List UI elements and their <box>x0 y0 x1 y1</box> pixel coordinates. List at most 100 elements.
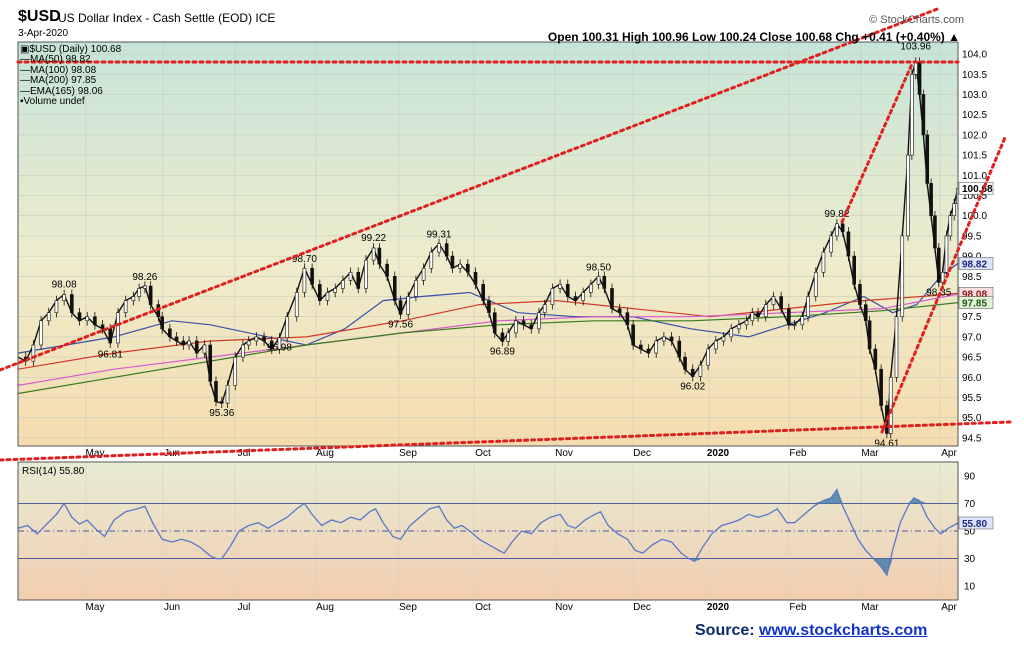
price-candle <box>800 316 805 326</box>
price-candle <box>481 284 485 301</box>
price-candle <box>677 340 682 358</box>
price-y-tick-label: 102.0 <box>962 130 987 141</box>
price-candle <box>779 296 783 309</box>
price-y-tick-label: 94.5 <box>962 433 982 444</box>
price-candle <box>262 336 266 342</box>
price-value-label: 98.70 <box>292 254 317 265</box>
price-candle <box>821 251 826 273</box>
price-candle <box>317 284 322 301</box>
price-value-label: 99.31 <box>426 230 451 241</box>
trendlines <box>0 6 1012 462</box>
price-candle <box>906 154 910 237</box>
price-candle <box>325 292 330 301</box>
price-x-tick-label: 2020 <box>707 448 730 459</box>
rsi-x-tick-label: Mar <box>861 602 879 613</box>
price-candle <box>77 312 82 322</box>
price-candle <box>683 356 687 370</box>
price-x-tick-label: Jul <box>238 448 251 459</box>
price-candle <box>750 312 755 322</box>
price-candle <box>581 292 585 301</box>
price-panel-background <box>18 42 958 446</box>
price-value-label: 96.89 <box>490 346 515 357</box>
price-candle <box>421 267 426 281</box>
price-candle <box>148 285 153 305</box>
price-candle <box>792 324 797 327</box>
price-candle <box>913 61 918 75</box>
price-candle <box>956 187 958 204</box>
rsi-y-axis: 10 30 50 70 90 <box>964 471 976 592</box>
price-candle <box>858 284 862 305</box>
price-candle <box>744 320 749 326</box>
price-candle <box>54 300 59 313</box>
price-y-tick-label: 96.5 <box>962 353 982 364</box>
price-candle <box>506 332 510 342</box>
price-candle <box>398 300 403 315</box>
rsi-x-tick-label: May <box>86 602 105 613</box>
price-candle <box>806 296 810 318</box>
price-candle <box>646 348 651 354</box>
price-candle <box>70 294 74 313</box>
price-candle <box>514 320 518 334</box>
price-candle <box>123 300 128 313</box>
rsi-y-tick-label: 70 <box>964 499 976 510</box>
price-candle <box>894 316 899 378</box>
price-candle <box>617 308 622 313</box>
axis-tag-label: 98.82 <box>962 259 987 270</box>
price-candle <box>254 336 259 342</box>
legend-item-price: ▣$USD (Daily) 100.68 <box>20 44 122 55</box>
price-candle <box>143 285 147 289</box>
price-y-tick-label: 101.5 <box>962 151 987 162</box>
price-candle <box>348 271 353 281</box>
price-y-tick-label: 102.5 <box>962 110 987 121</box>
price-y-tick-label: 103.0 <box>962 90 987 101</box>
price-y-tick-label: 103.5 <box>962 70 987 81</box>
price-x-tick-label: Apr <box>941 448 957 459</box>
price-candle <box>450 255 455 269</box>
price-candle <box>589 284 593 293</box>
price-candle <box>487 300 491 313</box>
price-candle <box>194 340 199 354</box>
price-candle <box>698 364 703 377</box>
price-y-tick-label: 97.5 <box>962 312 982 323</box>
price-candle <box>168 328 172 338</box>
price-candle <box>392 276 397 301</box>
price-candle <box>662 336 666 342</box>
price-value-label: 99.22 <box>361 233 386 244</box>
rsi-x-tick-label: Jul <box>238 602 251 613</box>
price-candle <box>241 344 245 358</box>
rsi-x-tick-label: Apr <box>941 602 957 613</box>
price-candle <box>917 61 922 95</box>
price-candle <box>852 255 856 285</box>
axis-tag-label: 100.68 <box>962 184 993 195</box>
price-candle <box>131 296 136 301</box>
price-candle <box>867 320 872 350</box>
price-candle <box>879 368 883 406</box>
price-candle <box>39 320 43 346</box>
price-candle <box>933 215 937 249</box>
trendline <box>840 62 914 224</box>
price-y-tick-label: 98.5 <box>962 272 982 283</box>
price-value-label: 96.98 <box>267 343 292 354</box>
price-candle <box>610 288 614 309</box>
ma-line-ma-50 <box>18 262 958 354</box>
price-y-tick-label: 95.5 <box>962 393 982 404</box>
price-value-label: 96.02 <box>680 382 705 393</box>
price-candle <box>756 312 760 318</box>
price-candle <box>46 312 51 322</box>
source-link[interactable]: www.stockcharts.com <box>759 622 928 639</box>
price-value-label: 98.08 <box>52 279 77 290</box>
rsi-x-axis: May Jun Jul Aug Sep Oct Nov Dec 2020 Feb Mar Apr <box>86 602 958 613</box>
price-candle <box>550 288 555 305</box>
price-value-label: 103.96 <box>900 42 931 53</box>
price-candle <box>233 356 238 386</box>
price-y-axis: 94.595.095.596.096.597.097.598.098.599.0… <box>962 50 987 445</box>
legend-item-volume: ▪Volume undef <box>20 96 85 108</box>
price-candle <box>537 312 541 330</box>
price-candle <box>473 271 478 285</box>
source-prefix: Source: <box>695 622 760 639</box>
rsi-current-tag: 55.80 <box>958 516 994 530</box>
price-x-tick-label: Nov <box>555 448 573 459</box>
price-candle <box>910 74 914 156</box>
price-candle <box>437 243 441 253</box>
